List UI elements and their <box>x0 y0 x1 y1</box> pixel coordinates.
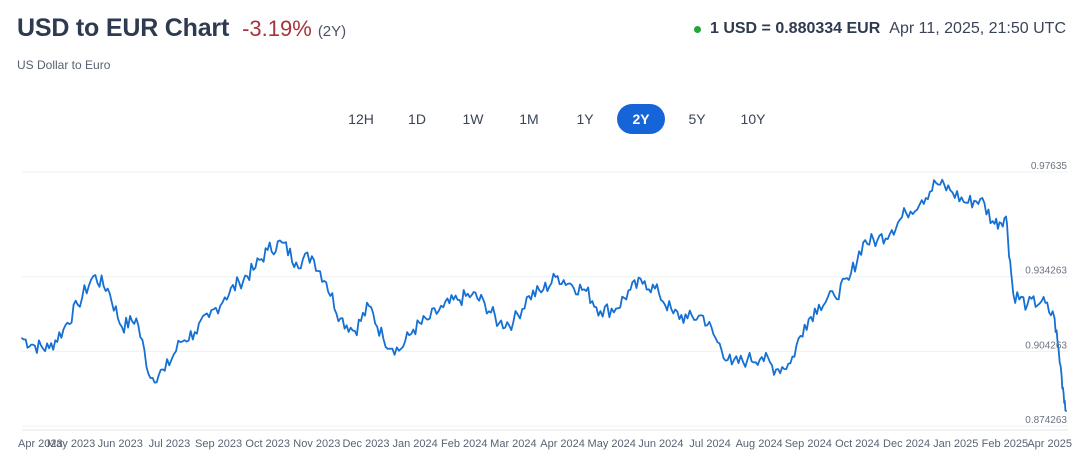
timeframe-tabs: 12H 1D 1W 1M 1Y 2Y 5Y 10Y <box>333 104 781 134</box>
x-tick-label: Oct 2024 <box>835 438 880 450</box>
tab-12h[interactable]: 12H <box>348 111 374 127</box>
x-tick-label: Dec 2024 <box>883 438 930 450</box>
period-label: (2Y) <box>317 23 347 40</box>
x-tick-label: Nov 2023 <box>293 438 340 450</box>
percent-change: -3.19% <box>242 16 312 41</box>
x-tick-label: Sep 2023 <box>195 438 242 450</box>
pair-subtitle: US Dollar to Euro <box>17 58 111 72</box>
rate-value: 1 USD = 0.880334 EUR <box>709 20 881 37</box>
x-tick-label: Apr 2024 <box>540 438 585 450</box>
x-tick-label: Jan 2024 <box>393 438 438 450</box>
x-tick-label: Dec 2023 <box>342 438 389 450</box>
tab-1m[interactable]: 1M <box>519 111 539 127</box>
x-tick-label: May 2024 <box>588 438 636 450</box>
tab-1y[interactable]: 1Y <box>576 111 594 127</box>
y-tick-label: 0.904263 <box>1025 340 1067 351</box>
y-tick-label: 0.874263 <box>1025 415 1067 426</box>
page-title: USD to EUR Chart <box>17 14 230 42</box>
tab-10y[interactable]: 10Y <box>740 111 766 127</box>
x-tick-label: Jul 2023 <box>149 438 191 450</box>
x-tick-label: Oct 2023 <box>245 438 290 450</box>
x-tick-label: Jul 2024 <box>689 438 731 450</box>
chart-header: USD to EUR Chart -3.19% (2Y) <box>17 14 346 43</box>
current-rate: 1 USD = 0.880334 EUR Apr 11, 2025, 21:50… <box>693 20 1066 38</box>
live-dot-icon <box>693 25 701 33</box>
tab-2y[interactable]: 2Y <box>617 104 665 134</box>
tab-1d[interactable]: 1D <box>408 111 426 127</box>
x-tick-label: May 2023 <box>47 438 95 450</box>
y-tick-label: 0.934263 <box>1025 266 1067 277</box>
tab-1w[interactable]: 1W <box>462 111 484 127</box>
x-tick-label: Jan 2025 <box>933 438 978 450</box>
tab-5y[interactable]: 5Y <box>688 111 706 127</box>
x-tick-label: Apr 2023 <box>18 438 63 450</box>
x-tick-label: Jun 2023 <box>98 438 143 450</box>
x-tick-label: Sep 2024 <box>785 438 832 450</box>
x-tick-label: Aug 2024 <box>736 438 783 450</box>
x-tick-label: Jun 2024 <box>638 438 683 450</box>
x-tick-label: Apr 2025 <box>1027 438 1072 450</box>
rate-timestamp: Apr 11, 2025, 21:50 UTC <box>889 20 1066 37</box>
x-tick-label: Feb 2024 <box>441 438 487 450</box>
rate-series-line <box>21 178 1067 412</box>
x-tick-label: Mar 2024 <box>490 438 536 450</box>
x-tick-label: Feb 2025 <box>982 438 1028 450</box>
y-tick-label: 0.97635 <box>1031 161 1068 172</box>
